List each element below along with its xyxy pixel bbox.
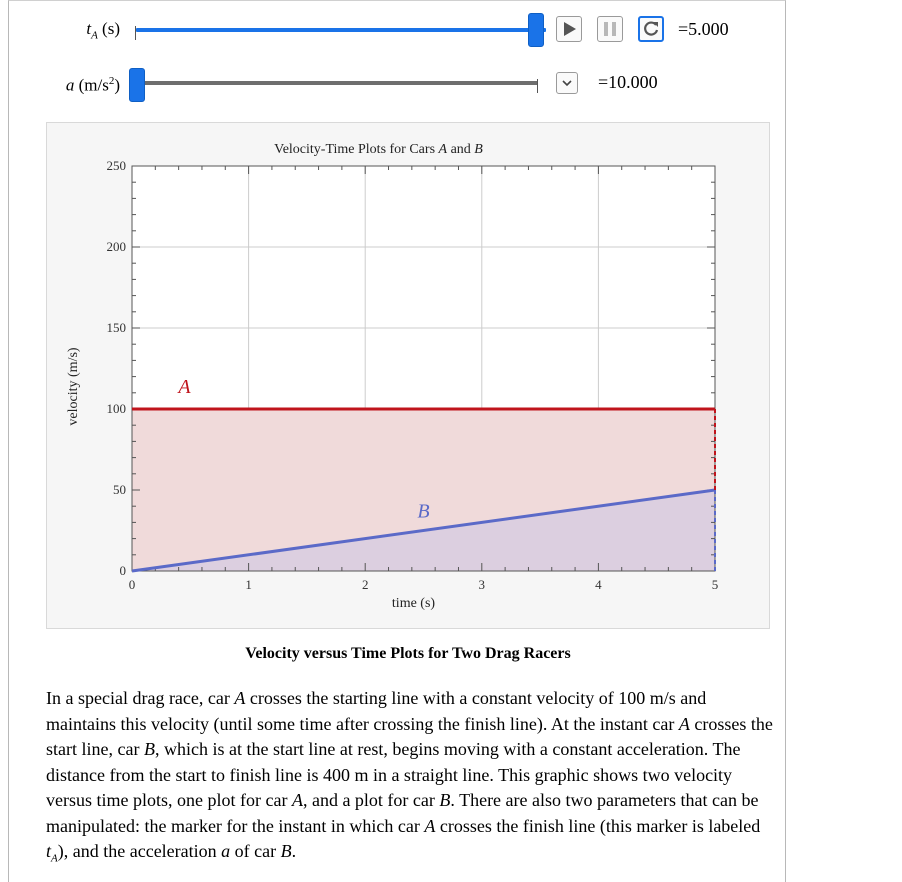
slider-a-thumb[interactable] [129,68,145,102]
pause-icon [604,22,616,36]
slider-a-track[interactable] [136,81,538,85]
y-tick-label: 100 [107,401,127,416]
series-a-label: A [176,376,191,398]
x-tick-label: 4 [595,577,602,592]
y-tick-label: 200 [107,239,127,254]
slider-ta-thumb[interactable] [528,13,544,47]
expand-button[interactable] [556,72,578,94]
pause-button[interactable] [597,16,623,42]
ta-value: =5.000 [678,19,729,39]
play-button[interactable] [556,16,582,42]
chart-title: Velocity-Time Plots for Cars A and B [274,142,483,157]
x-tick-label: 0 [129,577,136,592]
x-tick-label: 3 [479,577,486,592]
figure-caption: Velocity versus Time Plots for Two Drag … [245,645,571,662]
y-tick-label: 150 [107,320,127,335]
y-tick-label: 0 [120,563,127,578]
y-tick-label: 50 [113,482,126,497]
x-tick-label: 2 [362,577,369,592]
x-tick-label: 5 [712,577,719,592]
slider-label-a: a (m/s2) [65,75,120,95]
y-tick-label: 250 [107,158,127,173]
slider-a-end-tick [537,79,538,93]
chevron-down-icon [562,80,572,87]
plot-panel: 0 1 2 3 4 5 0 50 100 150 200 250 time (s) velocity (m… [46,122,770,629]
description-text: In a special drag race, car A crosses th… [46,688,773,865]
slider-label-ta: tA (s) [86,19,120,42]
y-axis-label: velocity (m/s) [66,347,81,425]
slider-ta-track[interactable] [136,28,546,32]
x-axis-label: time (s) [392,596,435,611]
a-value: =10.000 [598,72,658,92]
play-icon [564,22,576,36]
series-b-line [131,488,716,573]
x-tick-label: 1 [245,577,252,592]
plot-frame [131,165,716,572]
series-b-label: B [417,501,429,523]
reset-button[interactable] [638,16,664,42]
reset-icon [644,21,659,36]
slider-ta-start-tick [135,26,136,40]
